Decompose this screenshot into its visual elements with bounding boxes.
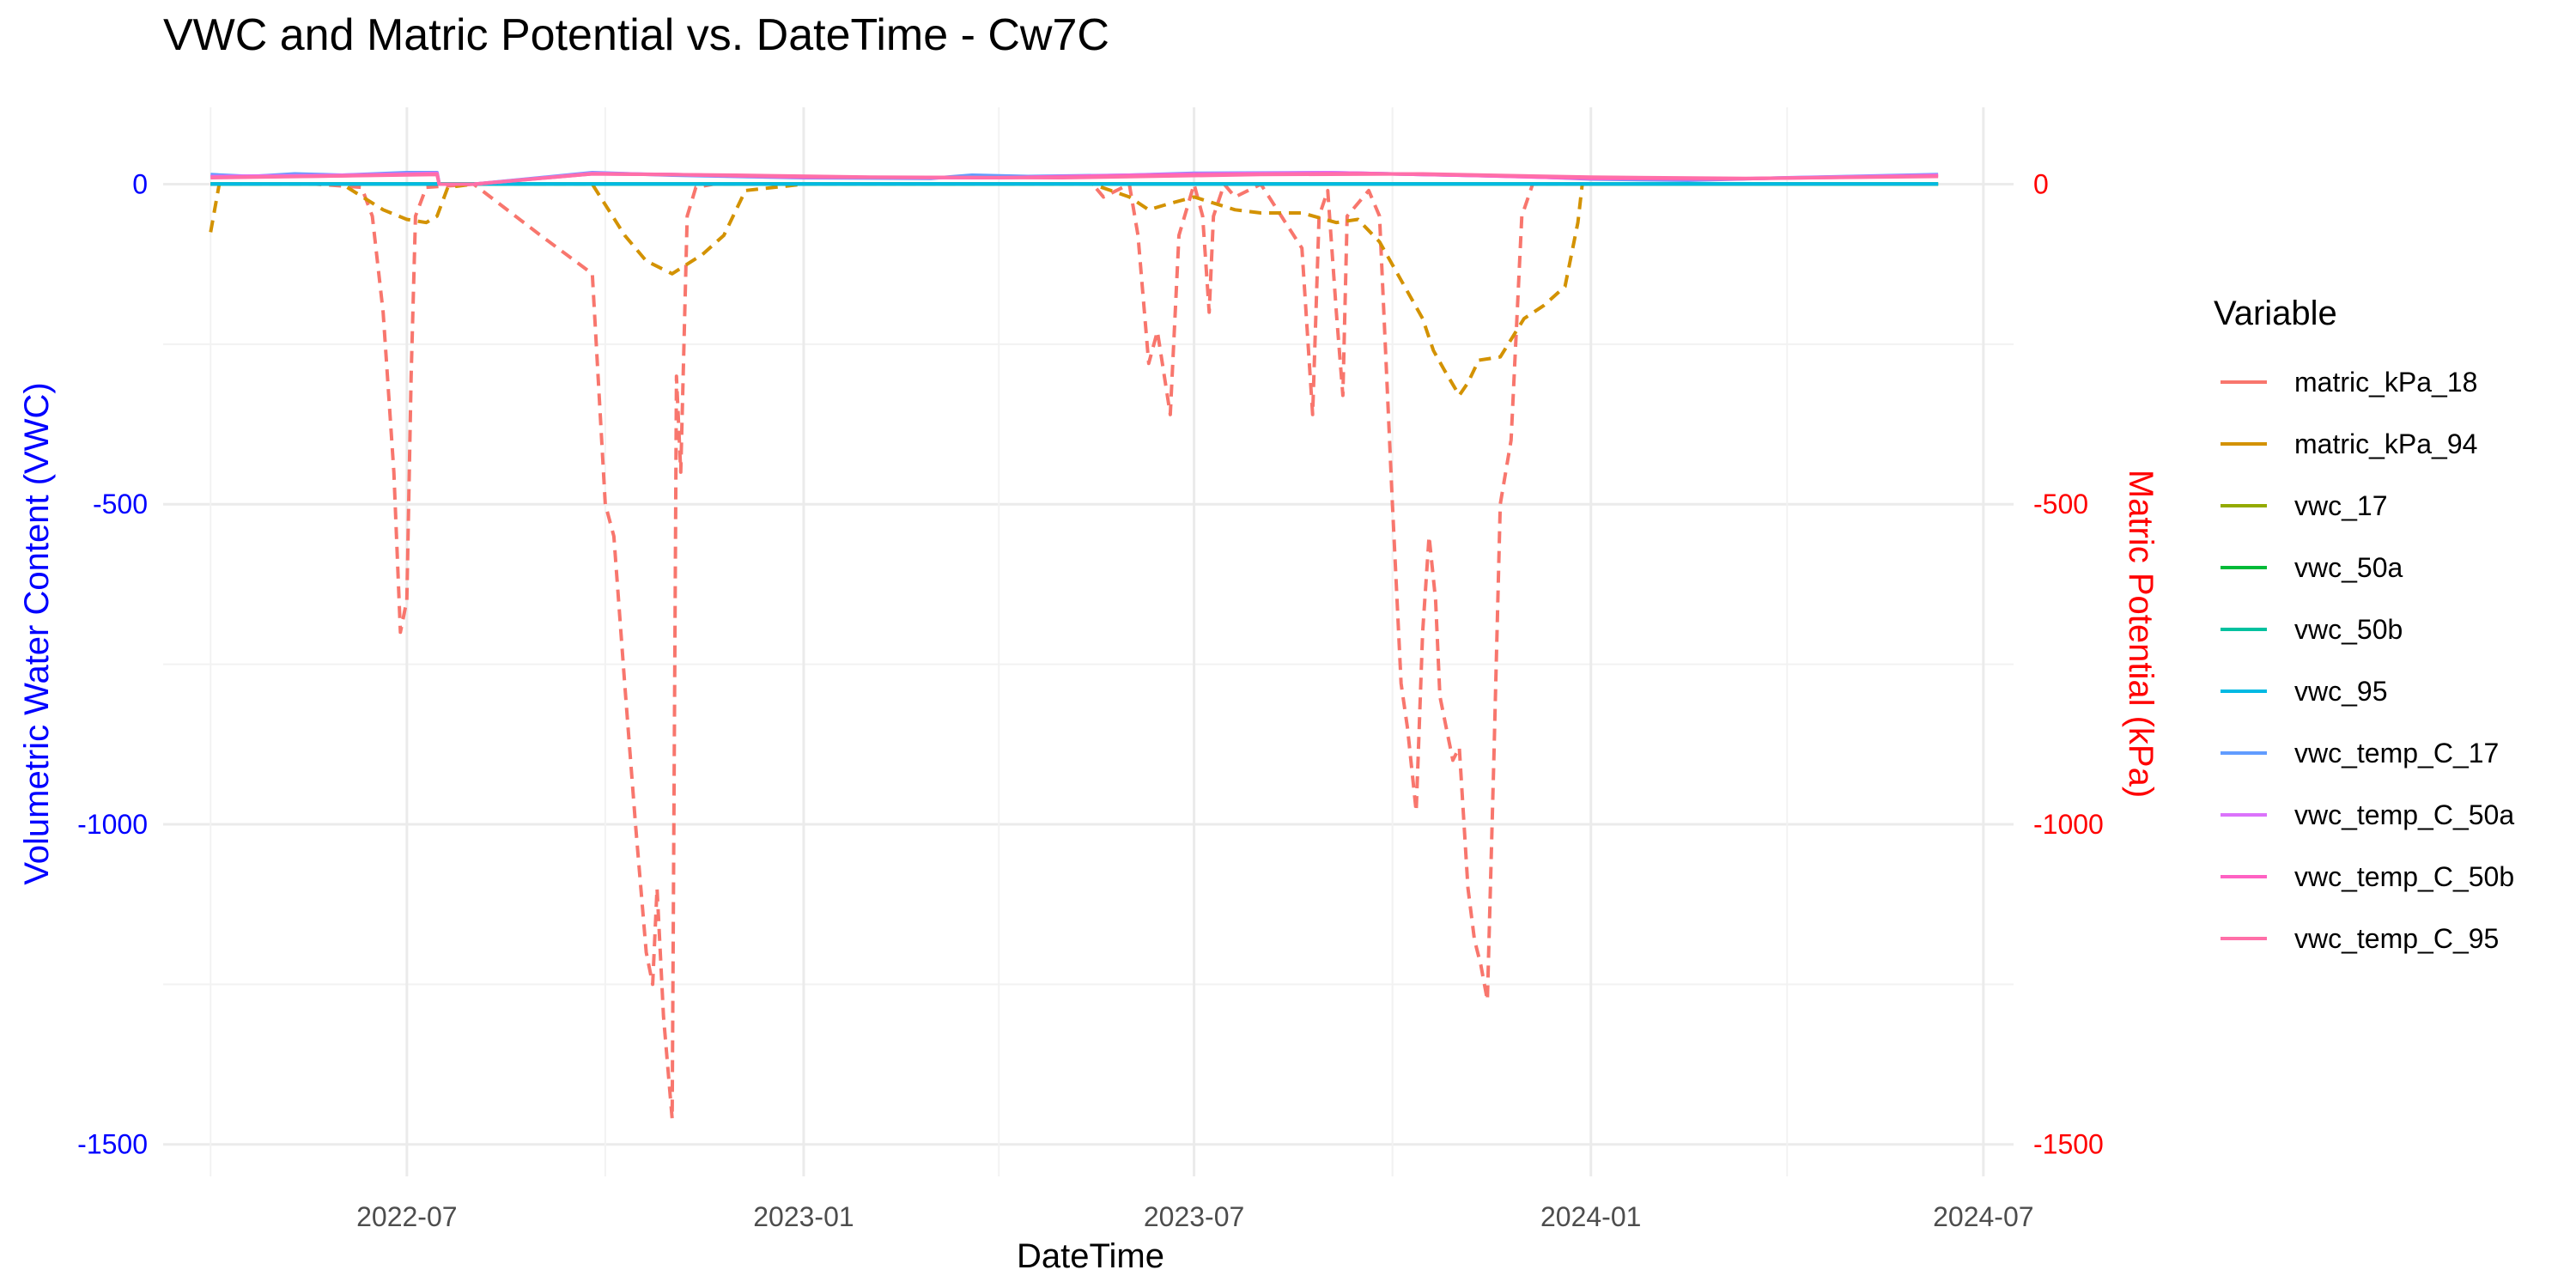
x-tick-label: 2024-07 [1933, 1201, 2033, 1232]
legend-label: vwc_temp_C_17 [2294, 738, 2499, 769]
y-left-tick-label: -1500 [77, 1129, 148, 1160]
legend-item: vwc_50b [2221, 614, 2403, 645]
y-right-tick-label: 0 [2033, 168, 2049, 199]
legend-item: vwc_temp_C_50a [2221, 799, 2514, 830]
grid [163, 107, 2014, 1176]
legend-label: vwc_temp_C_50a [2294, 799, 2514, 830]
legend-label: vwc_temp_C_95 [2294, 923, 2499, 954]
x-axis-ticks: 2022-07 2023-01 2023-07 2024-01 2024-07 [356, 1201, 2033, 1232]
y-axis-right-label: Matric Potential (kPa) [2122, 470, 2160, 798]
legend-item: vwc_temp_C_50b [2221, 861, 2514, 892]
y-axis-right-ticks: 0 -500 -1000 -1500 [2033, 168, 2104, 1159]
legend: Variable matric_kPa_18 matric_kPa_94 vwc_1… [2214, 295, 2514, 954]
series-line-matric-kPa-18 [210, 182, 1939, 1121]
legend-label: vwc_temp_C_50b [2294, 861, 2514, 892]
legend-item: vwc_temp_C_17 [2221, 738, 2499, 769]
y-axis-left-label: Volumetric Water Content (VWC) [18, 382, 56, 884]
y-right-tick-label: -500 [2033, 489, 2088, 519]
y-right-tick-label: -1000 [2033, 809, 2104, 840]
y-right-tick-label: -1500 [2033, 1129, 2104, 1160]
legend-label: matric_kPa_18 [2294, 367, 2477, 398]
x-tick-label: 2024-01 [1540, 1201, 1641, 1232]
y-left-tick-label: 0 [132, 168, 148, 199]
legend-item: matric_kPa_18 [2221, 367, 2477, 398]
x-tick-label: 2022-07 [356, 1201, 457, 1232]
chart-title: VWC and Matric Potential vs. DateTime - … [163, 10, 1109, 60]
y-left-tick-label: -1000 [77, 809, 148, 840]
legend-label: vwc_95 [2294, 676, 2388, 707]
legend-item: matric_kPa_94 [2221, 428, 2477, 459]
x-axis-label: DateTime [1017, 1237, 1164, 1275]
legend-item: vwc_temp_C_95 [2221, 923, 2499, 954]
legend-label: vwc_50a [2294, 552, 2403, 583]
legend-label: matric_kPa_94 [2294, 428, 2477, 459]
legend-item: vwc_50a [2221, 552, 2403, 583]
legend-label: vwc_17 [2294, 490, 2388, 521]
x-tick-label: 2023-07 [1144, 1201, 1244, 1232]
series-layer [209, 171, 1939, 1121]
legend-title: Variable [2214, 295, 2337, 332]
y-axis-left-ticks: 0 -500 -1000 -1500 [77, 168, 148, 1159]
legend-label: vwc_50b [2294, 614, 2403, 645]
x-tick-label: 2023-01 [753, 1201, 854, 1232]
series-line-matric-kPa-94 [209, 182, 1939, 398]
legend-item: vwc_95 [2221, 676, 2388, 707]
series-line-vwc-temp-C-95 [210, 172, 1939, 186]
legend-item: vwc_17 [2221, 490, 2388, 521]
y-left-tick-label: -500 [93, 489, 148, 519]
